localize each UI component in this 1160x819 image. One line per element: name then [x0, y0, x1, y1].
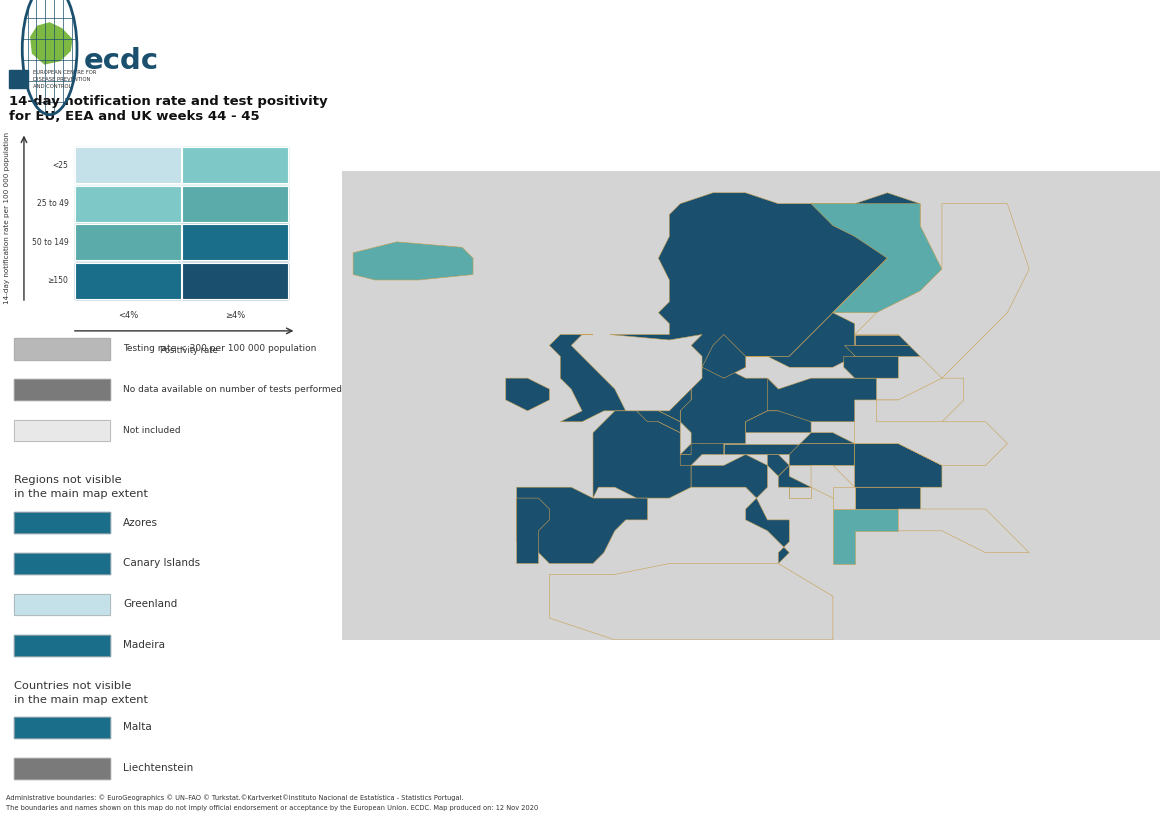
Polygon shape: [659, 389, 691, 422]
Bar: [75, 147, 181, 183]
Polygon shape: [746, 411, 811, 432]
Bar: [75, 147, 181, 183]
Text: ecdc: ecdc: [84, 47, 159, 75]
Circle shape: [22, 0, 77, 115]
Bar: [14, 635, 109, 656]
Polygon shape: [31, 23, 72, 64]
Polygon shape: [855, 487, 920, 509]
Bar: [75, 224, 181, 260]
Polygon shape: [855, 444, 942, 487]
Text: <25: <25: [52, 161, 68, 170]
Polygon shape: [855, 400, 1007, 465]
Text: No data available on number of tests performed: No data available on number of tests per…: [123, 386, 342, 394]
Text: Positivity rate: Positivity rate: [160, 346, 218, 355]
Bar: [14, 512, 109, 533]
Polygon shape: [789, 487, 811, 498]
Bar: [14, 338, 109, 360]
Polygon shape: [353, 242, 473, 280]
Text: 14-day notification rate and test positivity: 14-day notification rate and test positi…: [8, 95, 327, 108]
Text: 14-day notification rate per 100 000 population: 14-day notification rate per 100 000 pop…: [3, 132, 9, 304]
Polygon shape: [680, 444, 724, 465]
Bar: [75, 186, 181, 222]
Polygon shape: [789, 444, 855, 465]
Text: Azores: Azores: [123, 518, 158, 527]
Bar: [182, 263, 289, 299]
Polygon shape: [800, 432, 855, 444]
Polygon shape: [768, 455, 789, 477]
Text: Regions not visible
in the main map extent: Regions not visible in the main map exte…: [14, 475, 147, 499]
Polygon shape: [550, 334, 625, 422]
Bar: [182, 186, 289, 222]
Bar: [14, 717, 109, 738]
Bar: [14, 758, 109, 779]
Polygon shape: [702, 334, 746, 378]
Bar: [182, 224, 289, 260]
Polygon shape: [680, 367, 778, 455]
Polygon shape: [724, 444, 800, 455]
Bar: [14, 635, 109, 656]
Bar: [75, 186, 181, 222]
Polygon shape: [516, 487, 647, 563]
Bar: [182, 186, 289, 222]
Polygon shape: [855, 204, 1029, 378]
Polygon shape: [768, 378, 877, 422]
Polygon shape: [855, 334, 920, 346]
Polygon shape: [609, 192, 920, 367]
Bar: [14, 512, 109, 533]
Bar: [182, 263, 289, 299]
Text: Malta: Malta: [123, 722, 152, 732]
Polygon shape: [811, 465, 855, 498]
Bar: [75, 224, 181, 260]
Bar: [14, 717, 109, 738]
Bar: [182, 147, 289, 183]
Bar: [14, 758, 109, 779]
Text: EUROPEAN CENTRE FOR
DISEASE PREVENTION
AND CONTROL: EUROPEAN CENTRE FOR DISEASE PREVENTION A…: [32, 70, 96, 88]
Bar: [14, 379, 109, 400]
Polygon shape: [811, 204, 942, 313]
Bar: [14, 553, 109, 574]
Text: Madeira: Madeira: [123, 640, 165, 650]
Bar: [14, 553, 109, 574]
Polygon shape: [833, 487, 855, 509]
Polygon shape: [877, 378, 964, 422]
Polygon shape: [843, 356, 898, 378]
Bar: [75, 263, 181, 299]
Text: Canary Islands: Canary Islands: [123, 559, 201, 568]
Bar: [8, 70, 28, 88]
Bar: [14, 379, 109, 400]
Polygon shape: [898, 509, 1029, 553]
Bar: [14, 338, 109, 360]
Bar: [14, 594, 109, 615]
Text: Not included: Not included: [123, 427, 181, 435]
Text: 25 to 49: 25 to 49: [37, 200, 68, 208]
Polygon shape: [637, 411, 680, 432]
Polygon shape: [833, 509, 898, 563]
Text: Countries not visible
in the main map extent: Countries not visible in the main map ex…: [14, 681, 147, 705]
Bar: [14, 420, 109, 441]
Polygon shape: [843, 346, 920, 356]
Polygon shape: [778, 465, 811, 498]
Text: The boundaries and names shown on this map do not imply official endorsement or : The boundaries and names shown on this m…: [6, 805, 538, 811]
Text: Administrative boundaries: © EuroGeographics © UN–FAO © Turkstat.©Kartverket©Ins: Administrative boundaries: © EuroGeograp…: [6, 794, 464, 801]
Bar: [182, 147, 289, 183]
Text: 50 to 149: 50 to 149: [31, 238, 68, 247]
Polygon shape: [506, 378, 550, 411]
Polygon shape: [593, 411, 691, 498]
Polygon shape: [691, 455, 789, 563]
Polygon shape: [724, 215, 920, 367]
Text: Liechtenstein: Liechtenstein: [123, 763, 194, 773]
Text: for EU, EEA and UK weeks 44 - 45: for EU, EEA and UK weeks 44 - 45: [8, 111, 259, 124]
Bar: [182, 224, 289, 260]
Text: ≥150: ≥150: [48, 277, 68, 285]
Text: Greenland: Greenland: [123, 600, 177, 609]
Polygon shape: [702, 356, 746, 378]
Bar: [14, 594, 109, 615]
Text: <4%: <4%: [118, 311, 138, 319]
Bar: [75, 263, 181, 299]
Polygon shape: [516, 498, 550, 563]
Polygon shape: [550, 563, 833, 640]
Bar: [14, 420, 109, 441]
Text: Testing rate < 300 per 100 000 population: Testing rate < 300 per 100 000 populatio…: [123, 345, 317, 353]
Text: ≥4%: ≥4%: [225, 311, 246, 319]
